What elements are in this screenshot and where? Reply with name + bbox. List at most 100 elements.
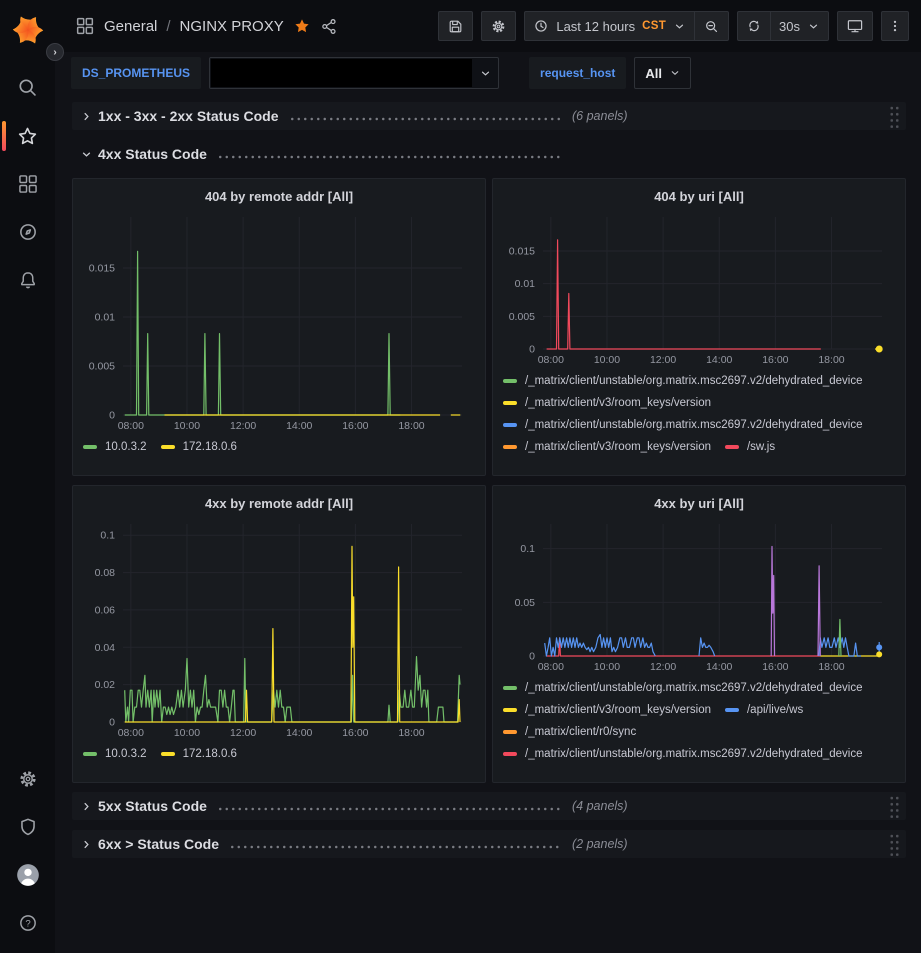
row-header-1xx-3xx-2xx[interactable]: 1xx - 3xx - 2xx Status Code (6 panels) (72, 102, 906, 130)
legend-item[interactable]: /api/live/ws (724, 699, 803, 721)
sidebar-item-profile[interactable] (0, 851, 55, 899)
legend-item[interactable]: /_matrix/client/unstable/org.matrix.msc2… (503, 743, 863, 765)
sidebar-item-starred[interactable] (0, 112, 55, 160)
chart-404-by-remote-addr[interactable]: 0 0.005 0.01 0.015 08:00 10:00 12:00 14:00 16:00… (83, 210, 475, 434)
breadcrumb-folder[interactable]: General (104, 17, 158, 35)
row-drag-handle[interactable] (889, 794, 900, 818)
svg-text:0: 0 (529, 344, 535, 356)
row-panel-count: (4 panels) (572, 799, 628, 813)
refresh-interval-picker[interactable]: 30s (770, 11, 829, 41)
legend-series-label: 172.18.0.6 (182, 748, 237, 760)
variable-select-ds-prometheus[interactable] (209, 57, 500, 89)
legend-item[interactable]: 172.18.0.6 (160, 743, 237, 765)
breadcrumb-dashboard-title[interactable]: NGINX PROXY (179, 17, 284, 35)
svg-text:0.1: 0.1 (100, 530, 115, 542)
legend-item[interactable]: /_matrix/client/v3/room_keys/version (503, 699, 711, 721)
tv-kiosk-mode-button[interactable] (837, 11, 873, 41)
panel-grid-row-2: 4xx by remote addr [All] 0 0.02 0.04 0.06 0.… (72, 485, 906, 783)
variable-label-request-host[interactable]: request_host (529, 57, 627, 89)
variable-select-request-host[interactable]: All (634, 57, 692, 89)
grafana-logo-icon[interactable] (8, 10, 48, 50)
legend-item[interactable]: 10.0.3.2 (83, 743, 147, 765)
svg-text:08:00: 08:00 (538, 661, 564, 673)
legend-series-swatch (503, 379, 517, 383)
refresh-button[interactable] (737, 11, 771, 41)
shield-icon (17, 816, 39, 838)
row-drag-handle[interactable] (889, 104, 900, 128)
svg-text:0.06: 0.06 (95, 604, 116, 616)
star-outline-icon (16, 125, 39, 148)
chevron-down-icon (673, 20, 686, 33)
panel-title[interactable]: 404 by remote addr [All] (204, 189, 354, 204)
row-title: 4xx Status Code (98, 146, 207, 162)
zoom-out-icon (703, 18, 720, 35)
svg-text:14:00: 14:00 (286, 420, 312, 432)
kebab-menu-icon (887, 18, 903, 34)
sidebar-item-dashboards[interactable] (0, 160, 55, 208)
svg-text:16:00: 16:00 (762, 354, 788, 366)
row-header-4xx[interactable]: 4xx Status Code (72, 140, 906, 168)
row-header-5xx[interactable]: 5xx Status Code (4 panels) (72, 792, 906, 820)
panel-title[interactable]: 404 by uri [All] (654, 189, 744, 204)
variables-bar: DS_PROMETHEUS request_host All (55, 52, 921, 94)
svg-text:18:00: 18:00 (818, 354, 844, 366)
variable-label-ds-prometheus[interactable]: DS_PROMETHEUS (71, 57, 202, 89)
panel-grid-row-1: 404 by remote addr [All] 0 0.005 0.01 0.015… (72, 178, 906, 476)
svg-text:0.015: 0.015 (89, 262, 115, 274)
dashboard-canvas: 1xx - 3xx - 2xx Status Code (6 panels) 4… (55, 94, 921, 953)
svg-text:08:00: 08:00 (118, 420, 144, 432)
legend-item[interactable]: /_matrix/client/unstable/org.matrix.msc2… (503, 677, 863, 699)
svg-text:0: 0 (109, 717, 115, 729)
chevron-right-icon (78, 838, 94, 851)
timezone-label: CST (642, 20, 667, 32)
sidebar-expand-button[interactable]: › (46, 43, 64, 61)
save-dashboard-button[interactable] (438, 11, 474, 41)
chevron-down-icon (472, 67, 498, 80)
more-options-button[interactable] (881, 11, 909, 41)
chart-4xx-by-remote-addr[interactable]: 0 0.02 0.04 0.06 0.08 0.1 08:00 10:00 12:00 14:00… (83, 517, 475, 741)
legend-item[interactable]: /_matrix/client/v3/room_keys/version (503, 436, 711, 458)
svg-text:12:00: 12:00 (230, 420, 256, 432)
chevron-down-icon (807, 20, 820, 33)
legend-item[interactable]: /_matrix/client/r0/sync (503, 721, 636, 743)
sidebar-item-search[interactable] (0, 64, 55, 112)
sidebar-item-explore[interactable] (0, 208, 55, 256)
row-header-6xx[interactable]: 6xx > Status Code (2 panels) (72, 830, 906, 858)
svg-text:0: 0 (529, 651, 535, 663)
favorite-star-icon[interactable] (293, 17, 311, 35)
apps-grid-icon[interactable] (75, 16, 95, 36)
row-title: 5xx Status Code (98, 798, 207, 814)
sidebar-item-alerting[interactable] (0, 256, 55, 304)
panel-title[interactable]: 4xx by remote addr [All] (204, 496, 354, 511)
legend-series-label: /_matrix/client/unstable/org.matrix.msc2… (525, 419, 863, 431)
svg-text:0.08: 0.08 (95, 567, 116, 579)
legend-item[interactable]: /sw.js (724, 436, 775, 458)
svg-text:0.005: 0.005 (89, 360, 115, 372)
gear-icon (17, 768, 39, 790)
legend-item[interactable]: /_matrix/client/unstable/org.matrix.msc2… (503, 414, 863, 436)
legend-series-label: /_matrix/client/unstable/org.matrix.msc2… (525, 682, 863, 694)
sidebar-item-configuration[interactable] (0, 755, 55, 803)
legend-item[interactable]: /_matrix/client/unstable/org.matrix.msc2… (503, 370, 863, 392)
legend-series-swatch (724, 445, 739, 449)
zoom-out-time-button[interactable] (694, 11, 730, 41)
chevron-down-icon (662, 67, 688, 79)
chart-404-by-uri[interactable]: 0 0.005 0.01 0.015 08:00 10:00 12:00 14:00 16:00… (503, 210, 895, 368)
chart-4xx-by-uri[interactable]: 0 0.05 0.1 08:00 10:00 12:00 14:00 16:00 18:00 (503, 517, 895, 675)
legend-item[interactable]: 10.0.3.2 (83, 436, 147, 458)
search-icon (17, 77, 39, 99)
svg-text:08:00: 08:00 (538, 354, 564, 366)
panel-legend: 10.0.3.2 172.18.0.6 (83, 743, 475, 774)
dashboard-settings-button[interactable] (481, 11, 517, 41)
time-range-picker[interactable]: Last 12 hours CST (524, 11, 695, 41)
avatar (15, 862, 41, 888)
legend-series-swatch (503, 445, 517, 449)
sidebar-item-server-admin[interactable] (0, 803, 55, 851)
panel-title[interactable]: 4xx by uri [All] (654, 496, 744, 511)
sidebar-item-help[interactable]: ? (0, 899, 55, 947)
legend-item[interactable]: 172.18.0.6 (160, 436, 237, 458)
share-icon[interactable] (320, 17, 339, 36)
svg-text:16:00: 16:00 (342, 420, 368, 432)
legend-item[interactable]: /_matrix/client/v3/room_keys/version (503, 392, 711, 414)
row-drag-handle[interactable] (889, 832, 900, 856)
